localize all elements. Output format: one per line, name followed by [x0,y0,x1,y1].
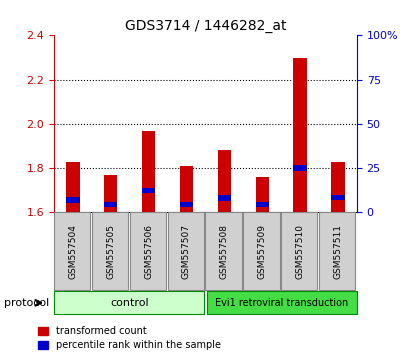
Text: GSM557507: GSM557507 [182,224,191,279]
Text: GSM557508: GSM557508 [220,224,229,279]
Bar [331,195,344,200]
Text: GSM557506: GSM557506 [144,224,153,279]
Text: GSM557511: GSM557511 [334,224,342,279]
Bar [104,202,117,207]
Bar [218,150,231,212]
Bar [256,177,269,212]
Text: Evi1 retroviral transduction: Evi1 retroviral transduction [215,298,349,308]
Bar [331,161,344,212]
Bar [293,57,307,212]
Bar [218,195,231,201]
Text: GSM557510: GSM557510 [295,224,305,279]
Bar [66,161,80,212]
Bar [142,131,155,212]
Bar [180,166,193,212]
Text: GSM557505: GSM557505 [106,224,115,279]
Bar [180,202,193,207]
Text: control: control [110,298,149,308]
Legend: transformed count, percentile rank within the sample: transformed count, percentile rank withi… [38,326,220,350]
Text: protocol: protocol [4,298,49,308]
Text: GSM557509: GSM557509 [258,224,267,279]
Title: GDS3714 / 1446282_at: GDS3714 / 1446282_at [124,19,286,33]
Bar [104,175,117,212]
Bar [293,165,307,171]
Bar [142,188,155,193]
Text: GSM557504: GSM557504 [68,224,77,279]
Bar [256,202,269,207]
Bar [66,198,80,203]
